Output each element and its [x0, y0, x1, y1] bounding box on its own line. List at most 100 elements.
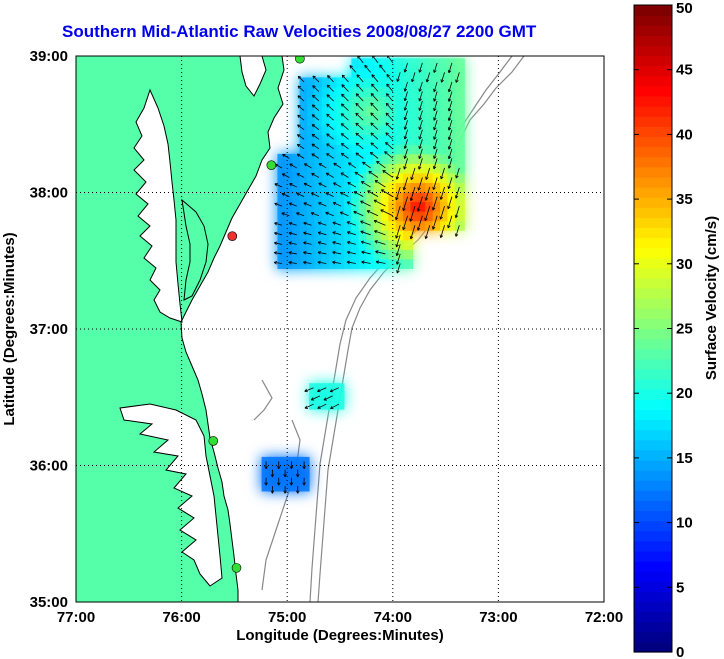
velocity-arrow [274, 242, 283, 245]
velocity-cell [440, 153, 451, 164]
velocity-cell [425, 182, 436, 193]
velocity-cell [321, 96, 332, 107]
velocity-cell [292, 220, 303, 231]
velocity-arrow-head [418, 126, 420, 130]
velocity-cell [299, 77, 310, 88]
velocity-cell [314, 77, 325, 88]
velocity-arrow [364, 64, 371, 73]
colorbar-tick-label: 15 [676, 450, 693, 467]
velocity-cell [403, 115, 414, 126]
velocity-cell [425, 115, 436, 126]
colorbar-step [634, 65, 672, 77]
colorbar-step [634, 409, 672, 421]
velocity-cell [336, 201, 347, 212]
velocity-arrow [330, 403, 340, 409]
velocity-arrow [332, 221, 342, 226]
velocity-cell [306, 144, 317, 155]
velocity-arrow [433, 81, 438, 92]
velocity-cell [274, 465, 285, 476]
velocity-cell [306, 96, 317, 107]
velocity-cell [432, 125, 443, 136]
y-tick-labels: 35:00 36:00 37:00 38:00 39:00 [30, 48, 68, 611]
velocity-cell [395, 258, 406, 269]
velocity-cell [440, 67, 451, 78]
velocity-arrow [396, 244, 401, 256]
velocity-arrow [404, 148, 408, 159]
velocity-cell [306, 106, 317, 117]
velocity-cell [454, 106, 465, 117]
velocity-arrow-head [353, 191, 357, 195]
velocity-cell [299, 456, 310, 467]
velocity-arrow-head [416, 208, 419, 212]
velocity-cell [425, 220, 436, 231]
velocity-arrow-head [347, 231, 351, 233]
velocity-cell [454, 153, 465, 164]
velocity-arrow-head [396, 262, 400, 265]
velocity-cell [343, 77, 354, 88]
velocity-cell [314, 230, 325, 241]
colorbar-tick-label: 5 [676, 579, 684, 596]
velocity-arrow-head [370, 93, 373, 97]
radar-station-marker [295, 56, 305, 64]
velocity-cell [380, 153, 391, 164]
velocity-cell [432, 86, 443, 97]
velocity-cell [358, 144, 369, 155]
velocity-cell [358, 182, 369, 193]
velocity-arrow [361, 261, 371, 264]
velocity-cell [373, 77, 384, 88]
velocity-cell [334, 383, 345, 394]
velocity-cell [358, 58, 369, 69]
velocity-cell [292, 192, 303, 203]
velocity-arrow [370, 122, 379, 131]
velocity-cell [306, 239, 317, 250]
velocity-arrow-head [425, 176, 427, 180]
velocity-arrow-head [296, 144, 300, 148]
velocity-arrow [381, 189, 394, 197]
velocity-cell [277, 220, 288, 231]
velocity-arrow-head [395, 243, 397, 248]
velocity-cell [440, 125, 451, 136]
velocity-arrow-head [370, 142, 374, 144]
velocity-cell [351, 239, 362, 250]
velocity-cell [343, 220, 354, 231]
velocity-arrow-head [362, 162, 365, 166]
velocity-arrow [346, 261, 356, 264]
x-tick-label: 76:00 [162, 609, 200, 626]
velocity-cell [321, 249, 332, 260]
velocity-cell [373, 172, 384, 183]
velocity-arrow-head [355, 152, 358, 156]
velocity-cell [315, 383, 326, 394]
velocity-arrow-head [303, 232, 306, 235]
velocity-arrow-head [289, 465, 292, 469]
velocity-arrow-head [325, 192, 328, 196]
colorbar-step [634, 25, 672, 36]
velocity-arrow-head [284, 490, 287, 494]
velocity-cell [395, 106, 406, 117]
velocity-arrow [311, 143, 320, 150]
velocity-cell [432, 182, 443, 193]
velocity-arrow-head [433, 89, 437, 93]
velocity-cell [343, 115, 354, 126]
velocity-arrow-head [274, 222, 278, 224]
velocity-cell [309, 383, 320, 394]
velocity-arrow-head [341, 84, 345, 86]
velocity-arrow-head [361, 260, 365, 263]
velocity-cell [417, 172, 428, 183]
velocity-cell [328, 391, 339, 402]
velocity-cell [388, 58, 399, 69]
velocity-cell [373, 58, 384, 69]
velocity-cell [388, 258, 399, 269]
velocity-arrow [448, 177, 453, 189]
velocity-arrow-head [278, 465, 281, 469]
velocity-arrow-head [455, 195, 459, 199]
velocity-cell [447, 86, 458, 97]
velocity-cell [321, 391, 332, 402]
velocity-arrow-head [395, 261, 398, 265]
velocity-arrow [326, 133, 334, 140]
velocity-arrow-head [312, 75, 315, 79]
velocity-arrow-head [404, 69, 408, 73]
velocity-cell [292, 201, 303, 212]
velocity-cell [432, 144, 443, 155]
velocity-cell [314, 153, 325, 164]
velocity-arrow-head [340, 123, 343, 127]
